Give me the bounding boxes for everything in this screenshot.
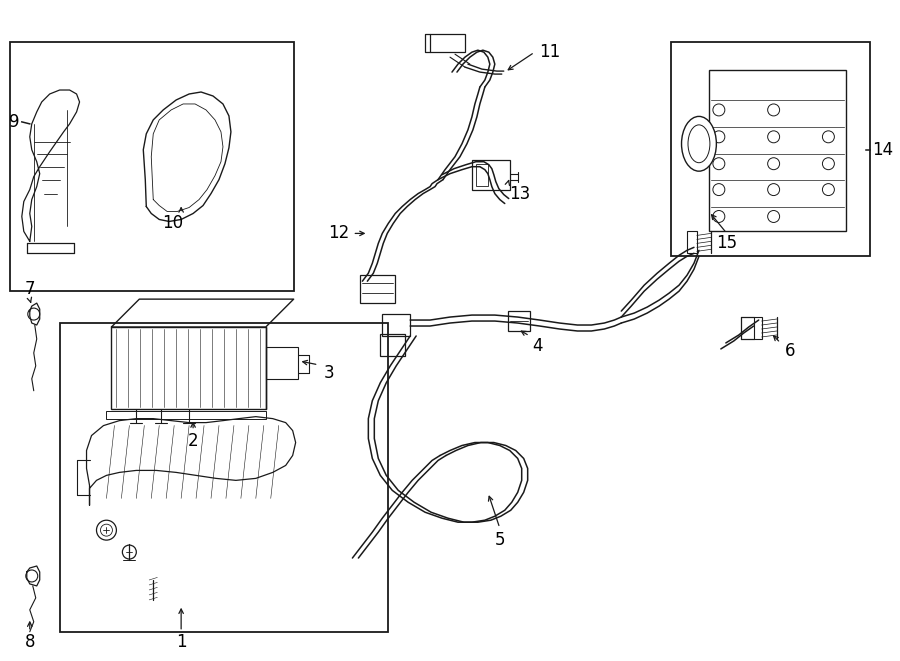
Text: 9: 9 bbox=[9, 113, 19, 131]
Bar bbox=[10, 42, 293, 291]
Bar bbox=[381, 334, 405, 356]
Bar bbox=[671, 42, 870, 256]
Text: 1: 1 bbox=[176, 633, 186, 650]
Text: 15: 15 bbox=[716, 235, 737, 253]
Text: 3: 3 bbox=[323, 364, 334, 382]
Bar bbox=[508, 311, 530, 331]
Ellipse shape bbox=[688, 125, 710, 163]
Text: 4: 4 bbox=[533, 337, 543, 355]
Text: 11: 11 bbox=[539, 43, 560, 61]
Bar bbox=[266, 347, 298, 379]
Text: 5: 5 bbox=[494, 531, 505, 549]
Bar bbox=[476, 164, 488, 186]
Text: 7: 7 bbox=[24, 280, 35, 298]
Text: 8: 8 bbox=[24, 633, 35, 650]
Bar bbox=[472, 160, 509, 190]
Text: 12: 12 bbox=[328, 225, 349, 243]
Bar bbox=[709, 70, 846, 231]
Text: 6: 6 bbox=[786, 342, 796, 360]
Bar bbox=[59, 323, 388, 632]
Text: 10: 10 bbox=[163, 214, 184, 233]
Text: 14: 14 bbox=[873, 141, 894, 159]
Bar bbox=[112, 327, 266, 408]
Bar bbox=[360, 275, 395, 303]
Text: 2: 2 bbox=[188, 432, 198, 449]
Bar bbox=[687, 231, 697, 253]
Bar bbox=[430, 34, 465, 52]
Text: 13: 13 bbox=[509, 184, 530, 202]
Bar bbox=[382, 314, 410, 336]
Ellipse shape bbox=[681, 116, 716, 171]
Bar bbox=[106, 410, 266, 418]
Bar bbox=[753, 317, 761, 339]
